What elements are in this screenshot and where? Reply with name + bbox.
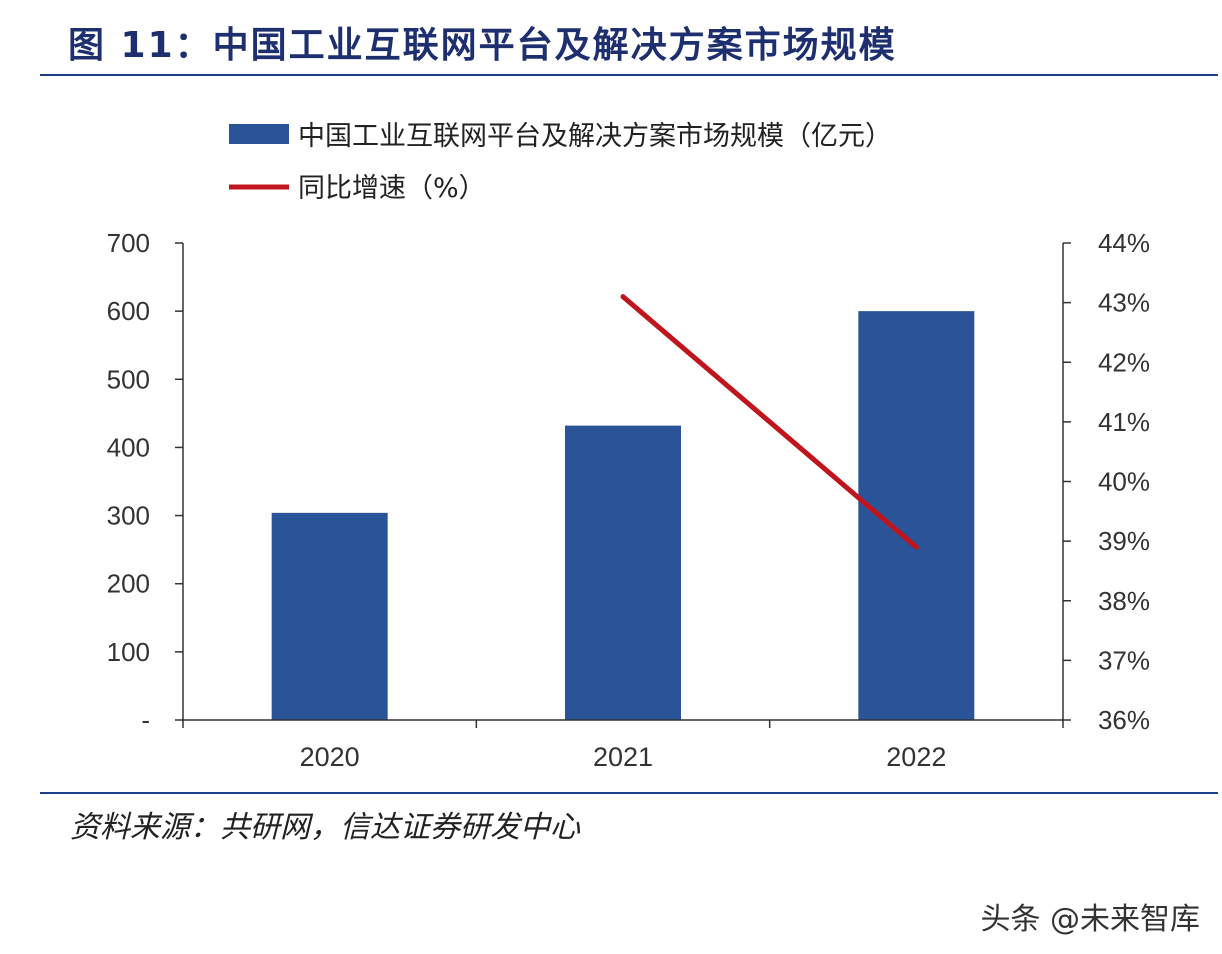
left-tick-label: 600 bbox=[107, 296, 150, 326]
right-tick-label: 43% bbox=[1098, 288, 1150, 318]
right-tick-label: 38% bbox=[1098, 586, 1150, 616]
right-tick-label: 37% bbox=[1098, 645, 1150, 675]
left-tick-label: 300 bbox=[107, 501, 150, 531]
legend-line-label: 同比增速（%） bbox=[298, 173, 486, 204]
right-tick-label: 44% bbox=[1098, 228, 1150, 258]
growth-line bbox=[620, 294, 919, 550]
left-tick-label: 500 bbox=[107, 364, 150, 394]
right-tick-label: 36% bbox=[1098, 705, 1150, 735]
bottom-rule bbox=[40, 792, 1218, 794]
left-tick-label: 200 bbox=[107, 569, 150, 599]
bar-2020 bbox=[271, 512, 388, 720]
left-tick-label: 700 bbox=[107, 228, 150, 258]
legend-bar-swatch bbox=[229, 124, 289, 144]
source-note: 资料来源：共研网，信达证券研发中心 bbox=[70, 810, 580, 845]
figure-title: 图 11：中国工业互联网平台及解决方案市场规模 bbox=[68, 25, 897, 66]
right-tick-label: 39% bbox=[1098, 526, 1150, 556]
left-tick-label: 400 bbox=[107, 432, 150, 462]
left-tick-label: - bbox=[141, 705, 150, 735]
watermark: 头条 @未来智库 bbox=[980, 902, 1200, 937]
right-tick-label: 40% bbox=[1098, 467, 1150, 497]
top-rule bbox=[40, 74, 1218, 76]
left-tick-label: 100 bbox=[107, 637, 150, 667]
x-tick-label: 2022 bbox=[886, 742, 946, 772]
legend-bar-label: 中国工业互联网平台及解决方案市场规模（亿元） bbox=[298, 121, 892, 152]
right-tick-label: 42% bbox=[1098, 347, 1150, 377]
right-tick-label: 41% bbox=[1098, 407, 1150, 437]
x-tick-label: 2021 bbox=[593, 742, 653, 772]
bar-2021 bbox=[565, 425, 681, 720]
combo-chart: 中国工业互联网平台及解决方案市场规模（亿元） 同比增速（%） - 100 200 300 4… bbox=[107, 121, 1150, 772]
x-tick-label: 2020 bbox=[300, 742, 360, 772]
